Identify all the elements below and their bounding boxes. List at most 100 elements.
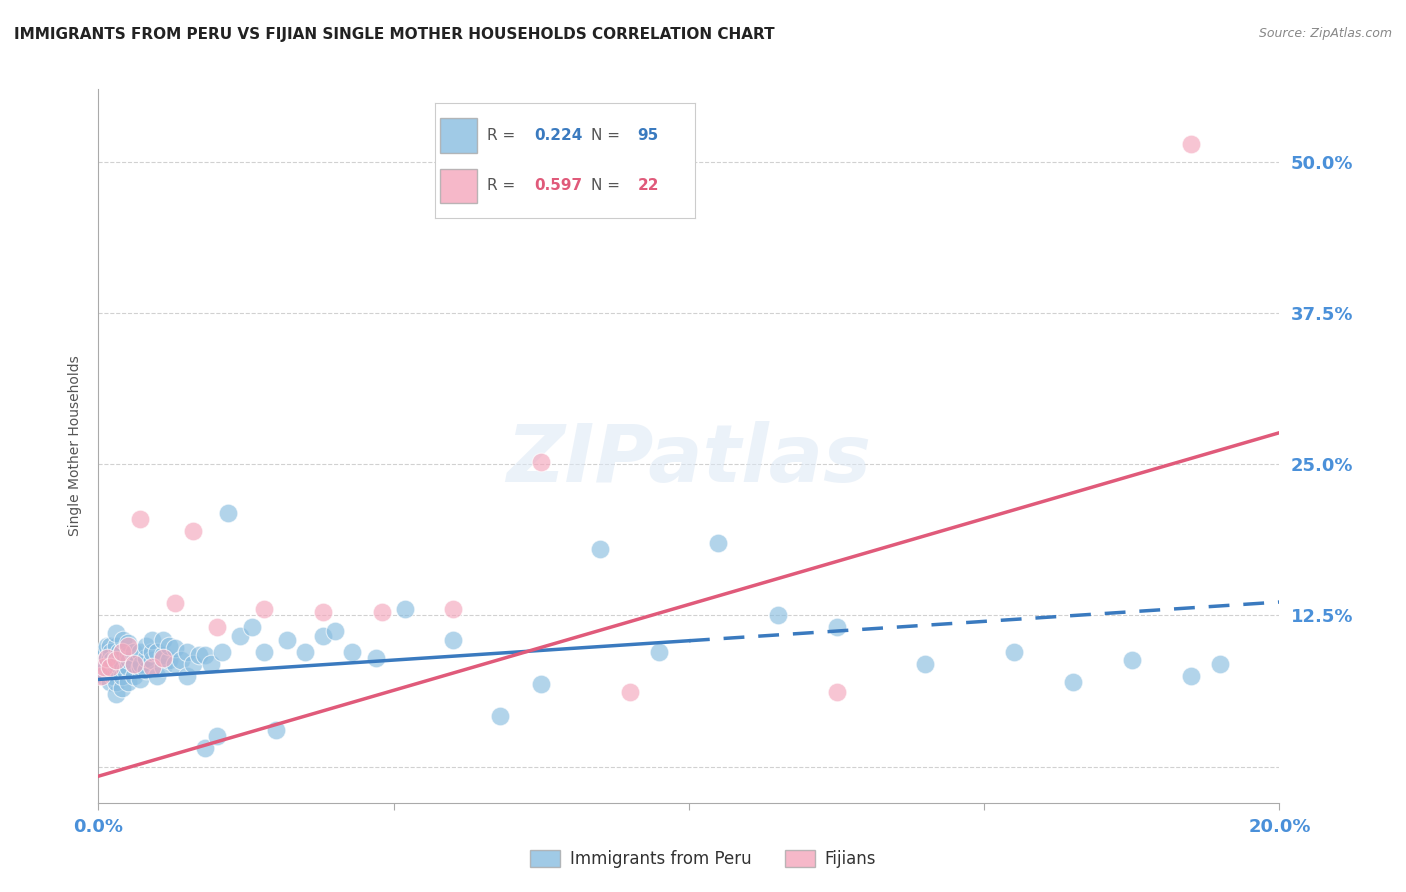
Point [205,729,228,743]
Point [152,660,174,674]
Point [181,657,204,671]
Point [111,645,134,659]
Point [94,660,117,674]
Point [152,650,174,665]
Point [129,657,152,671]
Point [165,596,187,610]
Point [118,653,141,667]
Point [91,663,114,677]
Point [122,645,145,659]
Point [117,648,139,663]
Point [98,639,121,653]
Point [165,640,187,655]
Point [98,665,121,680]
Point [141,632,163,647]
Point [141,660,163,674]
Point [1180,669,1202,683]
Point [91,650,114,665]
Point [105,650,128,665]
Point [707,535,730,549]
Point [93,660,115,674]
Point [96,650,118,665]
Point [128,673,150,687]
Point [194,741,217,756]
Point [217,506,239,520]
Point [264,723,287,738]
Point [96,650,118,665]
Point [135,663,157,677]
Point [101,653,124,667]
Point [489,708,512,723]
Point [170,653,193,667]
Point [98,660,121,674]
Point [1180,136,1202,151]
Point [312,605,335,619]
Point [108,645,131,659]
Point [825,620,848,634]
Point [98,674,121,689]
Point [141,645,163,659]
Point [111,681,134,695]
Legend: Immigrants from Peru, Fijians: Immigrants from Peru, Fijians [523,843,883,875]
Point [146,645,169,659]
Point [105,687,128,701]
Point [194,648,217,663]
Point [157,639,180,653]
Point [122,657,145,671]
Point [1209,657,1232,671]
Text: ZIPatlas: ZIPatlas [506,421,872,500]
Point [589,541,612,556]
Point [342,645,364,659]
Point [105,657,128,671]
Point [312,629,335,643]
Y-axis label: Single Mother Households: Single Mother Households [69,356,83,536]
Text: Source: ZipAtlas.com: Source: ZipAtlas.com [1258,27,1392,40]
Point [128,645,150,659]
Point [90,669,112,683]
Point [1121,653,1143,667]
Point [103,669,125,683]
Point [165,657,187,671]
Point [111,645,134,659]
Point [276,632,298,647]
Point [141,653,163,667]
Point [323,624,346,638]
Point [253,645,276,659]
Text: IMMIGRANTS FROM PERU VS FIJIAN SINGLE MOTHER HOUSEHOLDS CORRELATION CHART: IMMIGRANTS FROM PERU VS FIJIAN SINGLE MO… [14,27,775,42]
Point [93,669,115,683]
Point [98,663,121,677]
Point [93,657,115,671]
Point [152,632,174,647]
Point [128,511,150,525]
Point [117,636,139,650]
Point [122,657,145,671]
Point [530,677,553,691]
Point [94,653,117,667]
Point [211,645,233,659]
Point [766,608,789,623]
Point [619,684,641,698]
Point [205,620,228,634]
Point [146,669,169,683]
Point [1002,645,1025,659]
Point [294,645,316,659]
Point [530,455,553,469]
Point [128,660,150,674]
Point [96,639,118,653]
Point [152,648,174,663]
Point [122,669,145,683]
Point [135,639,157,653]
Point [394,602,416,616]
Point [90,657,112,671]
Point [117,660,139,674]
Point [1062,674,1084,689]
Point [176,645,198,659]
Point [181,524,204,538]
Point [914,657,936,671]
Point [187,648,209,663]
Point [117,674,139,689]
Point [112,632,135,647]
Point [111,657,134,671]
Point [364,650,387,665]
Point [93,645,115,659]
